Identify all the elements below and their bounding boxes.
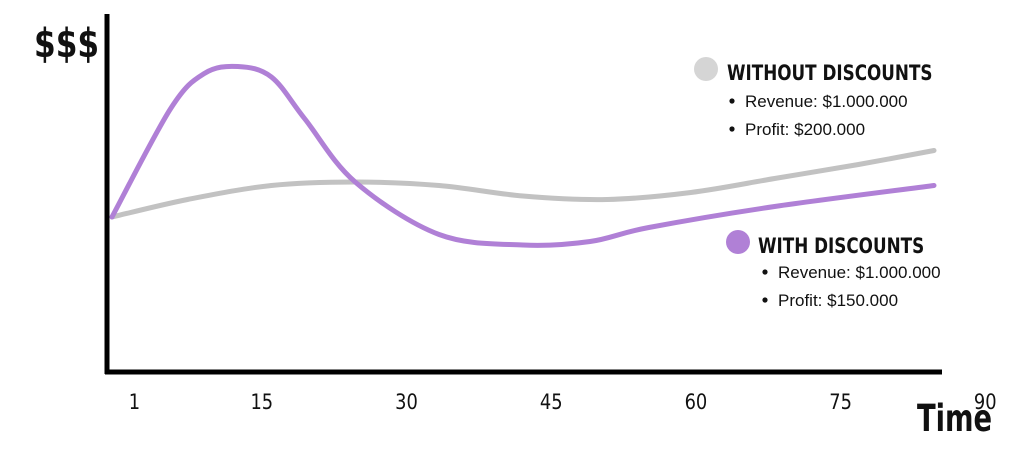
legend-title-without-discounts: WITHOUT DISCOUNTS	[727, 61, 933, 85]
x-tick-label: 30	[395, 390, 418, 415]
x-tick-label: 45	[540, 390, 563, 415]
legend-without-discounts: WITHOUT DISCOUNTS Revenue: $1.000.000 Pr…	[694, 57, 933, 139]
x-tick-labels: 1 15 30 45 60 75 90	[129, 390, 997, 415]
x-axis-label: Time	[917, 397, 992, 440]
x-tick-label: 1	[129, 390, 140, 415]
bullet-dot	[762, 269, 768, 275]
bullet-dot	[729, 98, 735, 104]
series-layer	[109, 63, 937, 248]
x-tick-label: 15	[250, 390, 273, 415]
x-tick-label: 60	[685, 390, 708, 415]
note-revenue-without-discounts: Revenue: $1.000.000	[745, 92, 908, 111]
x-tick-label: 90	[974, 390, 997, 415]
y-axis-label: $$$	[34, 21, 99, 67]
note-profit-with-discounts: Profit: $150.000	[778, 291, 898, 310]
series-line-with-discounts	[109, 63, 937, 248]
x-tick-label: 75	[829, 390, 852, 415]
note-profit-without-discounts: Profit: $200.000	[745, 120, 865, 139]
legend-with-discounts: WITH DISCOUNTS Revenue: $1.000.000 Profi…	[726, 230, 941, 310]
note-revenue-with-discounts: Revenue: $1.000.000	[778, 263, 941, 282]
legend-marker-with-discounts	[726, 230, 750, 254]
series-line-without-discounts	[109, 148, 937, 220]
legend-title-with-discounts: WITH DISCOUNTS	[758, 234, 924, 258]
bullet-dot	[762, 297, 768, 303]
bullet-dot	[729, 126, 735, 132]
legend-marker-without-discounts	[694, 57, 718, 81]
